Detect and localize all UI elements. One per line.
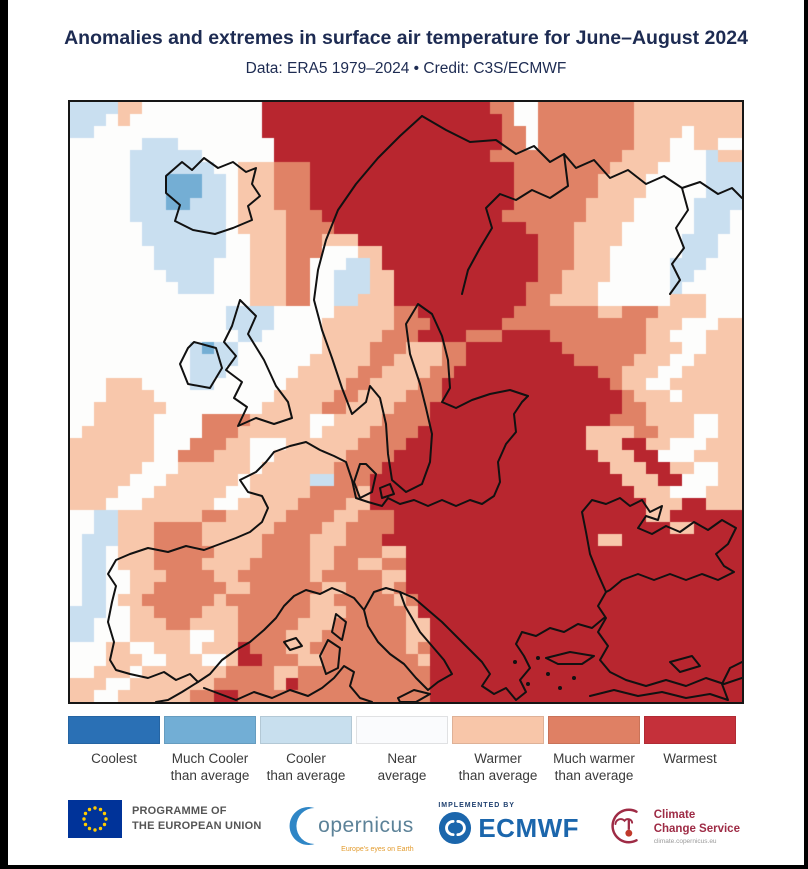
ecmwf-globe-icon [439, 811, 472, 845]
legend-item-3: Near average [356, 716, 448, 784]
page-title: Anomalies and extremes in surface air te… [64, 27, 748, 49]
eu-text-line2: THE EUROPEAN UNION [132, 820, 262, 832]
c3s-text-line2: Change Service [653, 822, 740, 835]
legend-label: Cooler than average [266, 751, 346, 783]
legend-item-6: Warmest [644, 716, 736, 784]
eu-programme-logo: PROGRAMME OF THE EUROPEAN UNION [68, 800, 262, 838]
legend-swatch [164, 716, 256, 744]
legend-item-4: Warmer than average [452, 716, 544, 784]
temperature-anomaly-map [68, 100, 744, 704]
anomaly-raster-canvas [70, 102, 742, 702]
ecmwf-wordmark: ECMWF [478, 812, 580, 843]
legend-item-0: Coolest [68, 716, 160, 784]
legend-swatch [644, 716, 736, 744]
c3s-thermometer-icon [611, 808, 638, 844]
legend-swatch [548, 716, 640, 744]
copernicus-crescent-icon [289, 807, 315, 845]
legend-item-2: Cooler than average [260, 716, 352, 784]
eu-text-line1: PROGRAMME OF [132, 805, 227, 817]
legend-label: Much Cooler than average [170, 751, 250, 783]
climate-change-service-logo: Climate Change Service climate.copernicu… [604, 804, 740, 848]
legend-swatch [452, 716, 544, 744]
copernicus-tagline: Europe's eyes on Earth [341, 846, 414, 853]
legend-swatch [260, 716, 352, 744]
legend-item-1: Much Cooler than average [164, 716, 256, 784]
eu-flag-icon [68, 800, 122, 838]
legend-item-5: Much warmer than average [548, 716, 640, 784]
implemented-by-label: IMPLEMENTED BY [438, 802, 515, 809]
legend-label: Warmer than average [458, 751, 538, 783]
copernicus-wordmark: opernicus [318, 814, 414, 837]
ecmwf-logo: IMPLEMENTED BY ECMWF [438, 802, 579, 845]
legend-swatch [68, 716, 160, 744]
legend-label: Warmest [663, 751, 717, 766]
legend-label: Near average [377, 751, 427, 783]
page-subtitle: Data: ERA5 1979–2024 • Credit: C3S/ECMWF [245, 60, 567, 77]
color-legend: Coolest Much Cooler than average Cooler than… [68, 716, 740, 784]
legend-label: Coolest [91, 751, 137, 766]
footer-logos: PROGRAMME OF THE EUROPEAN UNION opernicu… [68, 800, 740, 860]
c3s-url: climate.copernicus.eu [653, 837, 717, 845]
infographic-page: Anomalies and extremes in surface air te… [8, 0, 804, 865]
eu-programme-text: PROGRAMME OF THE EUROPEAN UNION [132, 804, 262, 834]
c3s-text-line1: Climate [653, 808, 696, 821]
copernicus-logo: opernicus Europe's eyes on Earth [286, 804, 414, 853]
legend-label: Much warmer than average [553, 751, 635, 783]
legend-swatch [356, 716, 448, 744]
